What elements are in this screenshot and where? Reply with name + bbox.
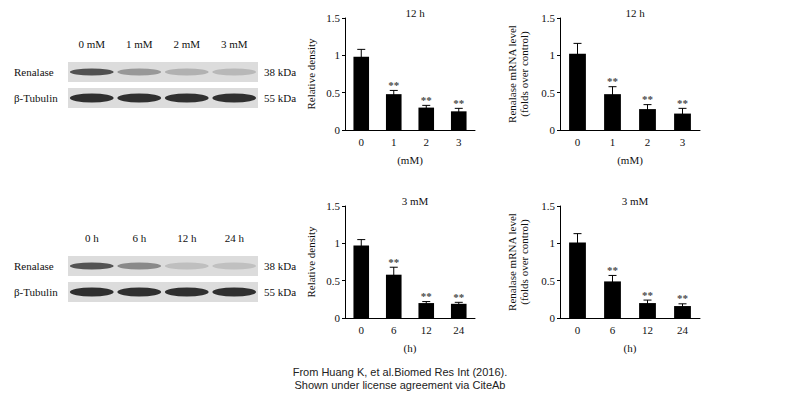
svg-text:2: 2 (645, 136, 651, 148)
svg-text:2 mM: 2 mM (173, 38, 200, 50)
svg-text:1.5: 1.5 (326, 200, 340, 212)
svg-text:Renalase mRNA level: Renalase mRNA level (506, 25, 518, 123)
svg-text:12 h: 12 h (405, 7, 425, 19)
svg-text:38 kDa: 38 kDa (264, 260, 296, 272)
svg-text:**: ** (388, 256, 400, 268)
svg-text:**: ** (453, 97, 465, 109)
svg-text:(h): (h) (404, 342, 417, 355)
svg-text:Relative density: Relative density (305, 38, 317, 110)
svg-text:0.5: 0.5 (326, 87, 340, 99)
svg-text:0: 0 (550, 124, 556, 136)
svg-text:6 h: 6 h (132, 232, 146, 244)
svg-text:Renalase: Renalase (14, 66, 54, 78)
svg-text:(mM): (mM) (397, 154, 423, 167)
svg-text:1.5: 1.5 (541, 12, 555, 24)
svg-text:12: 12 (642, 324, 653, 336)
svg-text:0: 0 (359, 324, 365, 336)
svg-text:0: 0 (575, 324, 581, 336)
html-text:From Huang K, et al.Biomed Res: From Huang K, et al.Biomed Res Int (2016… (292, 366, 508, 378)
svg-text:**: ** (677, 97, 689, 109)
svg-text:(folds over control): (folds over control) (518, 31, 531, 117)
svg-text:1.5: 1.5 (326, 12, 340, 24)
svg-text:0.5: 0.5 (541, 87, 555, 99)
svg-text:24 h: 24 h (225, 232, 245, 244)
svg-text:55 kDa: 55 kDa (264, 286, 296, 298)
svg-text:**: ** (607, 264, 619, 276)
svg-text:1.5: 1.5 (541, 200, 555, 212)
svg-text:(h): (h) (624, 342, 637, 355)
svg-text:0: 0 (335, 312, 341, 324)
svg-text:**: ** (453, 291, 465, 303)
svg-text:12 h: 12 h (177, 232, 197, 244)
svg-text:0: 0 (550, 312, 556, 324)
svg-text:1: 1 (550, 237, 556, 249)
svg-text:3: 3 (680, 136, 686, 148)
svg-text:Renalase: Renalase (14, 260, 54, 272)
svg-text:**: ** (642, 93, 654, 105)
svg-text:1: 1 (335, 49, 341, 61)
svg-text:12: 12 (421, 324, 432, 336)
svg-text:1: 1 (391, 136, 397, 148)
svg-text:**: ** (388, 79, 400, 91)
svg-text:β-Tubulin: β-Tubulin (14, 92, 58, 104)
svg-text:3 mM: 3 mM (221, 38, 248, 50)
svg-text:24: 24 (677, 324, 689, 336)
svg-text:0 mM: 0 mM (78, 38, 105, 50)
svg-text:1: 1 (335, 237, 341, 249)
svg-text:6: 6 (610, 324, 616, 336)
svg-text:Renalase mRNA level: Renalase mRNA level (506, 213, 518, 311)
svg-text:38 kDa: 38 kDa (264, 66, 296, 78)
html-text:Shown under license agreement: Shown under license agreement via CiteAb (294, 379, 506, 391)
svg-text:3 mM: 3 mM (402, 195, 429, 207)
svg-text:0: 0 (359, 136, 365, 148)
svg-text:(mM): (mM) (617, 154, 643, 167)
svg-text:0 h: 0 h (85, 232, 99, 244)
svg-text:β-Tubulin: β-Tubulin (14, 286, 58, 298)
svg-text:1 mM: 1 mM (126, 38, 153, 50)
svg-text:0: 0 (335, 124, 341, 136)
svg-text:**: ** (677, 292, 689, 304)
svg-text:24: 24 (453, 324, 465, 336)
svg-text:**: ** (607, 75, 619, 87)
svg-text:**: ** (642, 289, 654, 301)
svg-text:12 h: 12 h (625, 7, 645, 19)
svg-text:0.5: 0.5 (541, 275, 555, 287)
svg-text:2: 2 (424, 136, 430, 148)
svg-text:55 kDa: 55 kDa (264, 92, 296, 104)
svg-text:1: 1 (550, 49, 556, 61)
svg-text:3 mM: 3 mM (622, 195, 649, 207)
svg-text:**: ** (421, 290, 433, 302)
svg-text:(folds over control): (folds over control) (518, 219, 531, 305)
svg-text:Relative density: Relative density (305, 226, 317, 298)
svg-text:0.5: 0.5 (326, 275, 340, 287)
svg-text:6: 6 (391, 324, 397, 336)
svg-text:**: ** (421, 94, 433, 106)
svg-text:0: 0 (575, 136, 581, 148)
svg-text:1: 1 (610, 136, 616, 148)
svg-text:3: 3 (456, 136, 462, 148)
